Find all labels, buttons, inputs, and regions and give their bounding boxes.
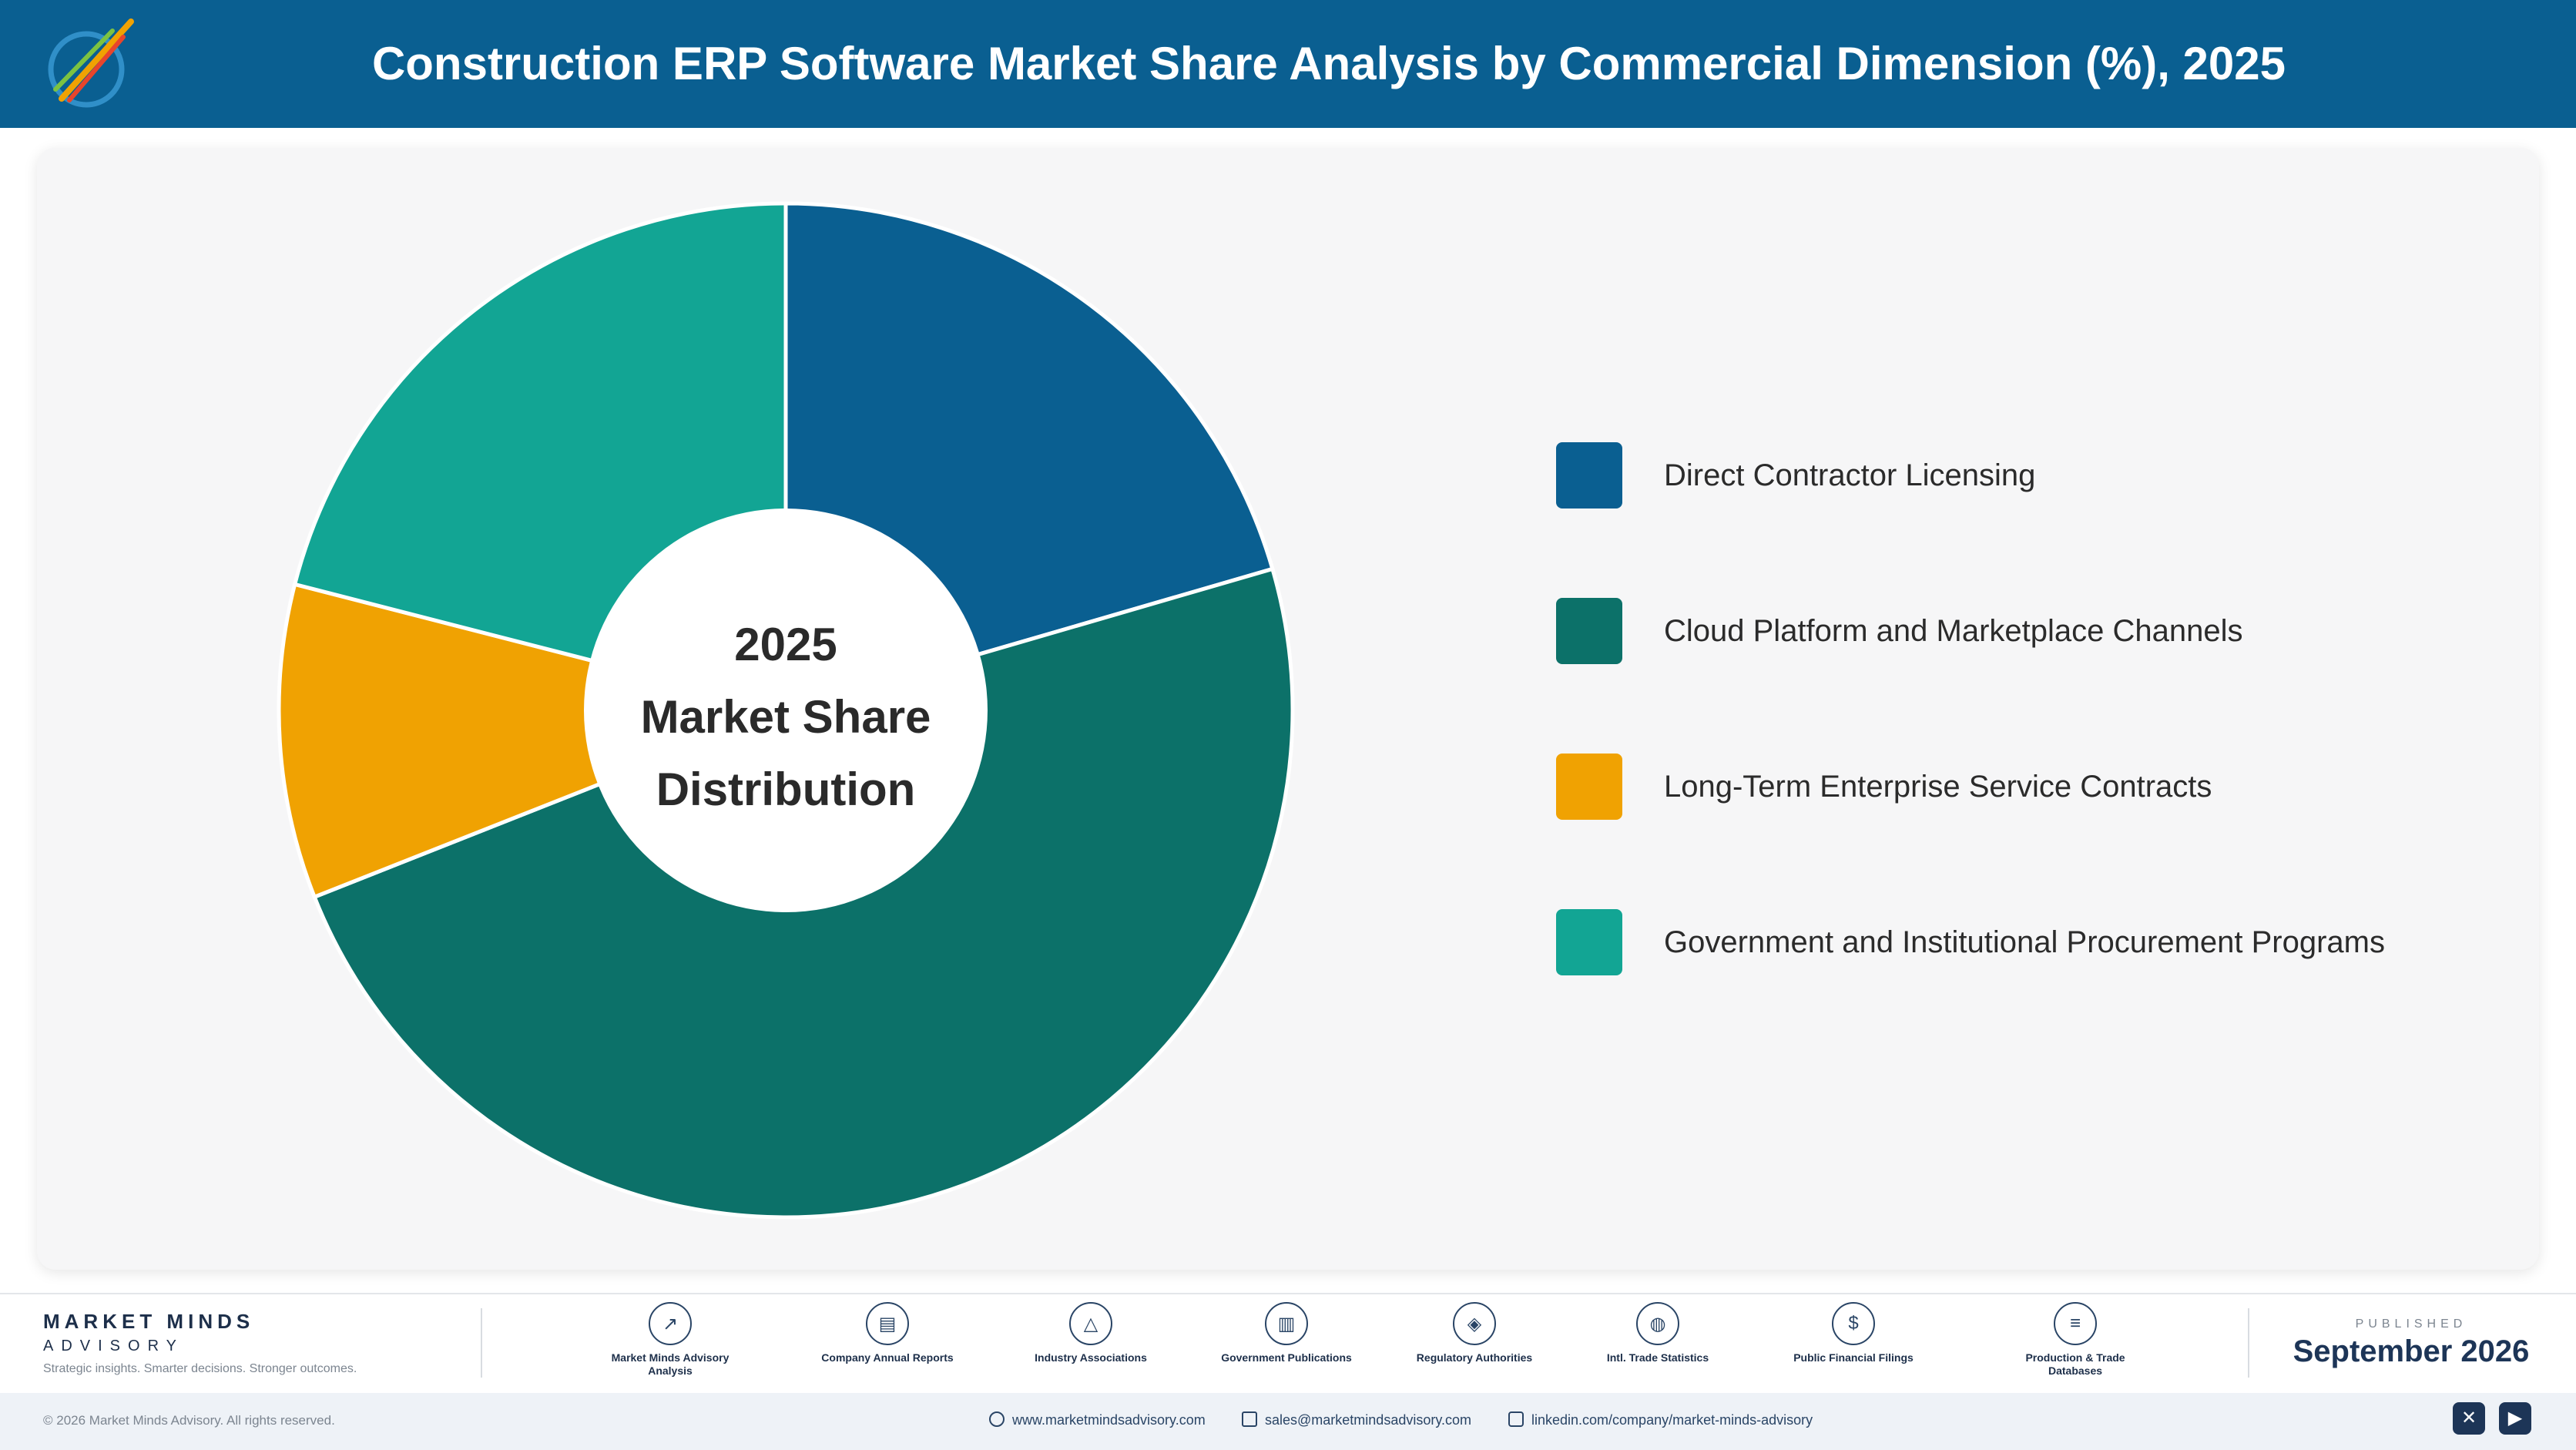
source-item: $ Public Financial Filings [1776,1302,1930,1364]
bottom-bar [0,1393,2576,1450]
center-label: 2025 Market Share Distribution [585,609,986,826]
source-item: ▤ Company Annual Reports [810,1302,964,1364]
source-item: ◈ Regulatory Authorities [1397,1302,1551,1364]
source-label: Intl. Trade Statistics [1606,1351,1709,1364]
source-label: Industry Associations [1035,1351,1147,1364]
trend-icon: ↗ [649,1302,692,1345]
published-date: September 2026 [2293,1334,2530,1368]
source-label: Public Financial Filings [1793,1351,1914,1364]
legend-swatch [1556,442,1622,509]
footer-divider [481,1308,482,1378]
website-text: www.marketmindsadvisory.com [1012,1412,1206,1428]
youtube-social-icon[interactable]: ▶ [2499,1402,2531,1435]
source-label: Company Annual Reports [821,1351,954,1364]
website-link[interactable]: www.marketmindsadvisory.com [989,1411,1206,1428]
page-title: Construction ERP Software Market Share A… [371,38,2286,89]
legend-swatch [1556,754,1622,820]
legend-label: Long-Term Enterprise Service Contracts [1664,770,2212,804]
copyright-text: © 2026 Market Minds Advisory. All rights… [43,1413,335,1428]
legend-label: Direct Contractor Licensing [1664,458,2036,492]
header-bar: Construction ERP Software Market Share A… [0,0,2576,128]
network-icon: △ [1069,1302,1112,1345]
database-icon: ≡ [2054,1302,2097,1345]
source-label: Production & Trade Databases [2025,1351,2125,1377]
source-item: ≡ Production & Trade Databases [1998,1302,2152,1378]
donut-hole [584,509,988,912]
linkedin-text: linkedin.com/company/market-minds-adviso… [1531,1412,1813,1428]
email-text: sales@marketmindsadvisory.com [1265,1412,1472,1428]
pie-slice [277,582,793,900]
source-label: Government Publications [1221,1351,1352,1364]
globe-icon [989,1411,1005,1427]
globe-icon: ◍ [1636,1302,1679,1345]
published-label: PUBLISHED [2355,1317,2467,1331]
linkedin-icon [1508,1411,1524,1427]
source-label: Regulatory Authorities [1416,1351,1533,1364]
source-item: ↗ Market Minds Advisory Analysis [593,1302,747,1378]
legend-swatch [1556,909,1622,975]
document-icon: ▤ [866,1302,909,1345]
brand-logo-icon [48,18,134,108]
source-item: ▥ Government Publications [1209,1302,1363,1364]
center-label-line-1: 2025 [734,619,837,670]
footer-tagline: Strategic insights. Smarter decisions. S… [43,1362,357,1375]
legend-swatch [1556,598,1622,664]
footer-brand-sub: ADVISORY [43,1338,184,1354]
source-item: △ Industry Associations [1014,1302,1168,1364]
mail-icon [1242,1411,1257,1427]
email-link[interactable]: sales@marketmindsadvisory.com [1242,1411,1471,1428]
source-label: Market Minds Advisory Analysis [611,1351,730,1377]
linkedin-link[interactable]: linkedin.com/company/market-minds-adviso… [1508,1411,1813,1428]
footer-divider [2248,1308,2249,1378]
dollar-icon: $ [1832,1302,1875,1345]
source-item: ◍ Intl. Trade Statistics [1581,1302,1735,1364]
sources-list: ↗ Market Minds Advisory Analysis ▤ Compa… [570,1302,2188,1387]
center-label-line-2: Market Share [640,691,931,743]
building-icon: ▥ [1265,1302,1308,1345]
shield-icon: ◈ [1453,1302,1496,1345]
legend-label: Cloud Platform and Marketplace Channels [1664,614,2243,648]
x-social-icon[interactable]: ✕ [2453,1402,2485,1435]
footer-brand-name: MARKET MINDS [43,1310,255,1333]
center-label-line-3: Distribution [656,764,916,815]
legend-label: Government and Institutional Procurement… [1664,925,2385,959]
